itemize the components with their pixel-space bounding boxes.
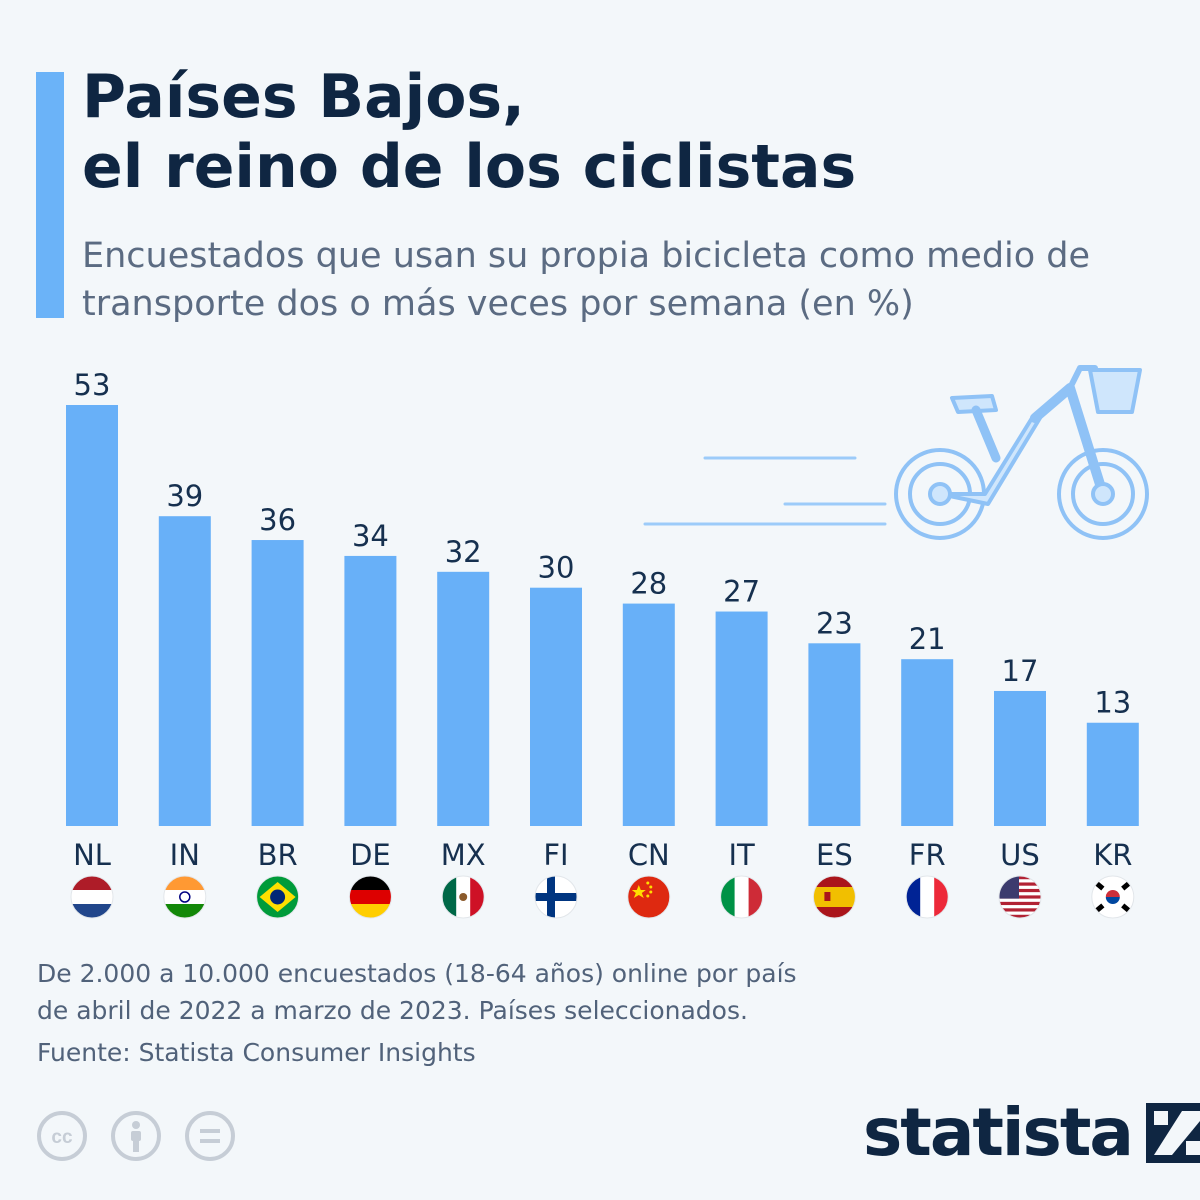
title-line-2: el reino de los ciclistas: [82, 132, 857, 202]
flag-fr-icon: [905, 875, 949, 919]
category-label-us: US: [1000, 838, 1040, 872]
category-labels-layer: NL IN BR DE MX FI CN IT ES FR US KR: [73, 838, 1132, 872]
category-label-es: ES: [816, 838, 853, 872]
category-label-de: DE: [350, 838, 391, 872]
flag-us-icon: [998, 875, 1042, 919]
bar-us: [994, 690, 1046, 826]
statista-mark-icon: [1145, 1103, 1200, 1163]
flag-mx-icon: [441, 875, 485, 919]
value-label-br: 36: [259, 503, 296, 537]
flag-cn-icon: [627, 875, 671, 919]
value-label-in: 39: [166, 479, 203, 513]
svg-text:cc: cc: [51, 1127, 73, 1148]
bar-in: [158, 516, 211, 826]
title-line-1: Países Bajos,: [82, 62, 525, 132]
bar-chart: 53 39 36 34 32 30 28 27 23 21 17 13 NL IN BR DE MX FI CN I…: [66, 368, 1139, 919]
bicycle-illustration: [643, 365, 1149, 540]
flag-de-icon: [348, 875, 392, 919]
flag-nl-icon: [70, 875, 114, 919]
statista-logo[interactable]: statista: [863, 1098, 1200, 1168]
flag-kr-icon: [1091, 875, 1135, 919]
subtitle-line-2: transporte dos o más veces por semana (e…: [82, 284, 914, 324]
no-derivatives-icon[interactable]: [184, 1110, 236, 1162]
bar-br: [251, 540, 304, 826]
source-note: Fuente: Statista Consumer Insights: [37, 1038, 476, 1067]
bar-fi: [530, 587, 582, 826]
subtitle-line-1: Encuestados que usan su propia bicicleta…: [82, 236, 1091, 276]
category-label-kr: KR: [1093, 838, 1132, 872]
footnote-line-2: de abril de 2022 a marzo de 2023. Países…: [37, 996, 748, 1025]
bar-de: [344, 555, 397, 826]
brand-name: statista: [863, 1094, 1134, 1171]
bar-it: [715, 611, 768, 826]
bar-nl: [66, 405, 118, 826]
value-labels-layer: 53 39 36 34 32 30 28 27 23 21 17 13: [74, 368, 1132, 720]
title-accent-bar: [36, 72, 64, 318]
flag-br-icon: [256, 875, 300, 919]
chart-title: Países Bajos, el reino de los ciclistas: [82, 62, 1162, 202]
footnote-line-1: De 2.000 a 10.000 encuestados (18-64 año…: [37, 959, 797, 988]
flag-fi-icon: [534, 875, 578, 919]
bar-cn: [622, 603, 675, 826]
value-label-nl: 53: [74, 368, 111, 402]
value-label-es: 23: [816, 606, 853, 640]
value-label-fi: 30: [538, 551, 575, 585]
value-label-mx: 32: [445, 535, 482, 569]
value-label-it: 27: [723, 575, 760, 609]
category-label-cn: CN: [628, 838, 670, 872]
value-label-cn: 28: [630, 567, 667, 601]
bar-fr: [901, 659, 954, 826]
value-label-de: 34: [352, 519, 389, 553]
category-label-nl: NL: [73, 838, 111, 872]
footnote: De 2.000 a 10.000 encuestados (18-64 año…: [37, 955, 1137, 1029]
creative-commons-icon[interactable]: cc: [36, 1110, 88, 1162]
bars-layer: [66, 405, 1139, 826]
category-label-br: BR: [258, 838, 298, 872]
chart-subtitle: Encuestados que usan su propia bicicleta…: [82, 232, 1172, 328]
bar-es: [808, 643, 861, 826]
bar-kr: [1086, 722, 1139, 826]
flag-it-icon: [720, 875, 764, 919]
category-label-in: IN: [170, 838, 200, 872]
bar-mx: [437, 571, 490, 826]
value-label-us: 17: [1002, 654, 1039, 688]
category-label-mx: MX: [441, 838, 486, 872]
category-label-fr: FR: [909, 838, 946, 872]
flag-es-icon: [812, 875, 856, 919]
category-label-fi: FI: [543, 838, 568, 872]
flags-layer: [70, 875, 1135, 919]
attribution-icon[interactable]: [110, 1110, 162, 1162]
category-label-it: IT: [728, 838, 755, 872]
value-label-kr: 13: [1094, 686, 1131, 720]
license-icons: cc: [36, 1110, 236, 1162]
flag-in-icon: [163, 875, 207, 919]
value-label-fr: 21: [909, 622, 946, 656]
